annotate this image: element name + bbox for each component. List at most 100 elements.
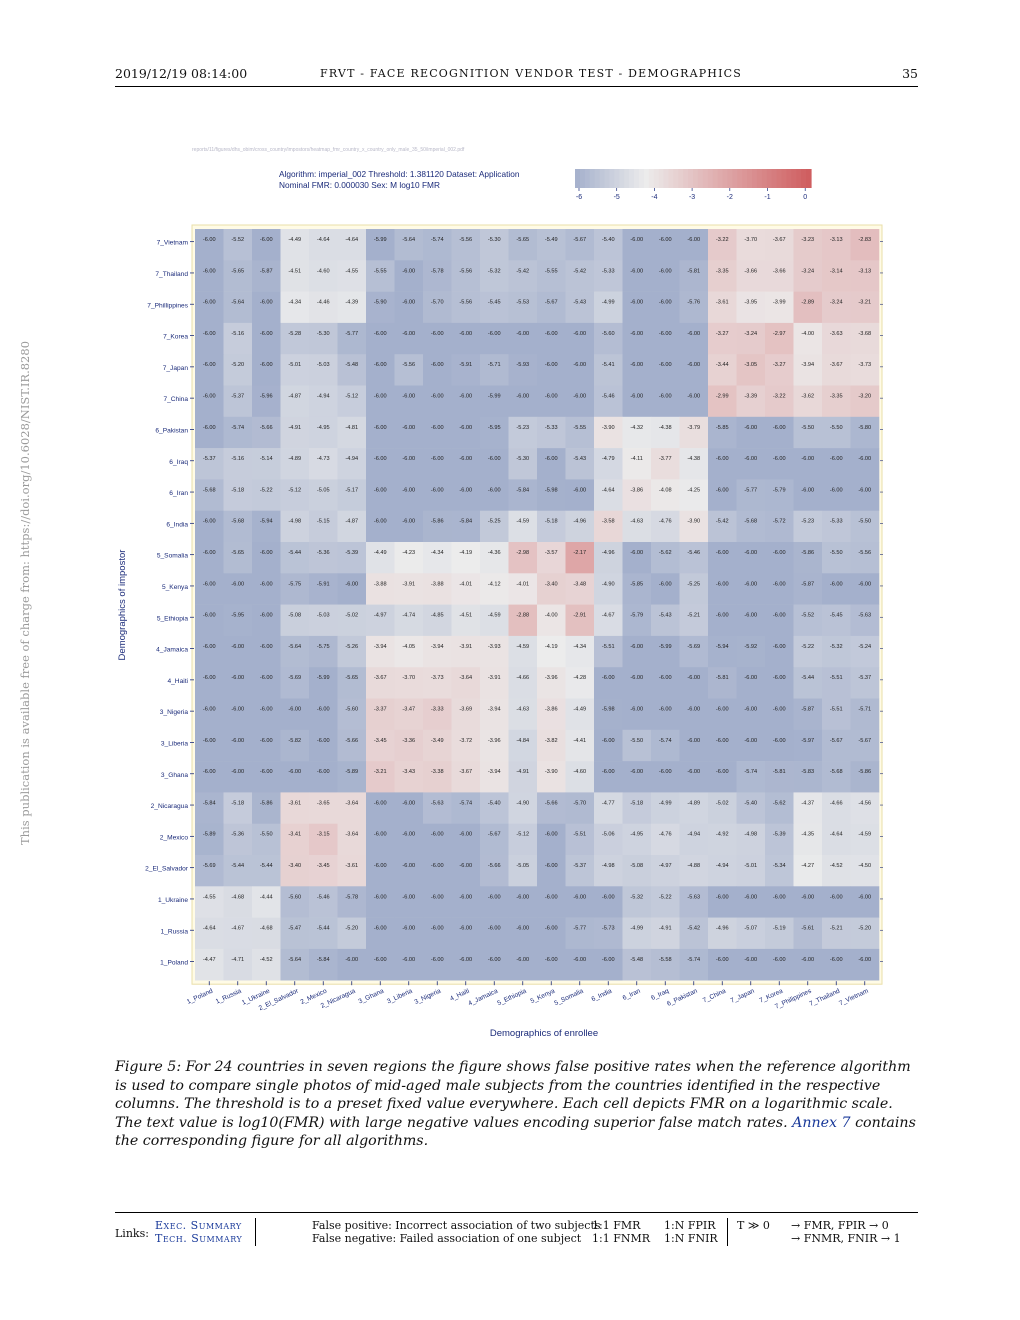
heatmap-cell — [822, 416, 851, 449]
cell-value: -3.22 — [773, 394, 786, 400]
cell-value: -4.92 — [716, 832, 729, 838]
cell-value: -5.75 — [288, 581, 301, 587]
cell-value: -6.00 — [459, 487, 472, 493]
heatmap-cell — [765, 385, 794, 418]
cell-value: -6.00 — [459, 894, 472, 900]
heatmap-cell — [822, 729, 851, 762]
heatmap-cell — [252, 635, 281, 668]
cell-value: -6.00 — [374, 394, 387, 400]
heatmap-cell — [850, 479, 880, 511]
colorbar-tick-label: 0 — [803, 194, 807, 201]
heatmap-cell — [736, 886, 766, 918]
cell-value: -6.00 — [687, 331, 700, 337]
cell-value: -6.00 — [659, 675, 672, 681]
tech-summary-link[interactable]: Tech. Summary — [155, 1232, 243, 1245]
cell-value: -5.46 — [602, 394, 615, 400]
x-tick-label: 4_Jamaica — [467, 988, 499, 1008]
y-tick-label: 7_Vietnam — [157, 240, 189, 247]
heatmap-cell — [280, 229, 310, 261]
cell-value: -3.93 — [488, 644, 501, 650]
heatmap-cell — [565, 260, 595, 292]
cell-value: -6.00 — [260, 550, 273, 556]
cell-value: -4.64 — [345, 237, 358, 243]
heatmap-cell — [565, 761, 595, 793]
colorbar-segment — [673, 169, 679, 188]
cell-value: -5.03 — [317, 613, 330, 619]
cell-value: -6.00 — [687, 394, 700, 400]
cell-value: -3.24 — [744, 331, 757, 337]
heatmap-cell — [565, 479, 595, 511]
page-number: 35 — [902, 66, 918, 81]
heatmap-cell — [223, 792, 253, 824]
cell-value: -5.60 — [288, 894, 301, 900]
colorbar-segment — [575, 169, 581, 188]
heatmap-cell — [480, 322, 509, 355]
heatmap-cell — [309, 635, 338, 668]
heatmap-cell — [423, 448, 452, 480]
heatmap-cell — [451, 917, 481, 950]
heatmap-cell — [280, 886, 310, 918]
cell-value: -5.56 — [459, 300, 472, 306]
heatmap-cell — [594, 354, 623, 386]
cell-value: -5.99 — [659, 644, 672, 650]
cell-value: -6.00 — [317, 707, 330, 713]
cell-value: -4.67 — [602, 613, 615, 619]
cell-value: -6.00 — [402, 957, 415, 963]
heatmap-cell — [309, 667, 338, 699]
heatmap-cell — [537, 948, 566, 981]
heatmap-cell — [366, 792, 395, 824]
cell-value: -6.00 — [659, 707, 672, 713]
cell-value: -3.43 — [402, 769, 415, 775]
cell-value: -6.00 — [402, 800, 415, 806]
heatmap-cell — [223, 385, 253, 418]
cell-value: -5.71 — [488, 362, 501, 368]
cell-value: -5.44 — [801, 675, 814, 681]
heatmap-cell — [622, 229, 652, 261]
cell-value: -4.23 — [402, 550, 415, 556]
cell-value: -5.86 — [260, 800, 273, 806]
cell-value: -4.60 — [317, 268, 330, 274]
heatmap-cell — [280, 291, 310, 324]
cell-value: -4.05 — [402, 644, 415, 650]
cell-value: -3.49 — [431, 738, 444, 744]
heatmap-cell — [480, 792, 509, 824]
colorbar-segment — [584, 169, 591, 188]
cell-value: -4.59 — [858, 832, 871, 838]
heatmap-cell — [223, 291, 253, 324]
cell-value: -3.47 — [402, 707, 415, 713]
cell-value: -6.00 — [402, 300, 415, 306]
cell-value: -3.64 — [345, 800, 358, 806]
heatmap-cell — [508, 886, 538, 918]
cell-value: -4.64 — [317, 237, 330, 243]
cell-value: -3.94 — [488, 707, 501, 713]
cell-value: -3.67 — [830, 362, 843, 368]
heatmap-cell — [765, 229, 794, 261]
cell-value: -6.00 — [488, 957, 501, 963]
cell-value: -5.40 — [602, 237, 615, 243]
heatmap-cell — [565, 354, 595, 386]
cell-value: -5.41 — [602, 362, 615, 368]
heatmap-cell — [537, 698, 566, 731]
y-tick-label: 7_Japan — [163, 365, 189, 372]
exec-summary-link[interactable]: Exec. Summary — [155, 1219, 242, 1232]
heatmap-cell — [280, 948, 310, 981]
heatmap-cell — [508, 291, 538, 324]
heatmap-cell — [850, 792, 880, 824]
cell-value: -6.00 — [744, 957, 757, 963]
figure-info-line2: Nominal FMR: 0.000030 Sex: M log10 FMR — [279, 180, 440, 190]
y-tick-label: 6_Pakistan — [155, 427, 188, 434]
heatmap-cell — [537, 510, 566, 543]
heatmap-cell — [765, 416, 794, 449]
heatmap-cell — [195, 229, 224, 261]
colorbar-segment — [786, 169, 792, 188]
heatmap-cell — [679, 385, 709, 418]
cell-value: -6.00 — [231, 644, 244, 650]
heatmap-cell — [594, 823, 623, 856]
cell-value: -5.65 — [345, 675, 358, 681]
cell-value: -6.00 — [716, 550, 729, 556]
annex-link[interactable]: Annex 7 — [792, 1114, 851, 1131]
cell-value: -5.50 — [830, 425, 843, 431]
cell-value: -6.00 — [345, 581, 358, 587]
heatmap-cell — [223, 886, 253, 918]
heatmap-cell — [280, 667, 310, 699]
